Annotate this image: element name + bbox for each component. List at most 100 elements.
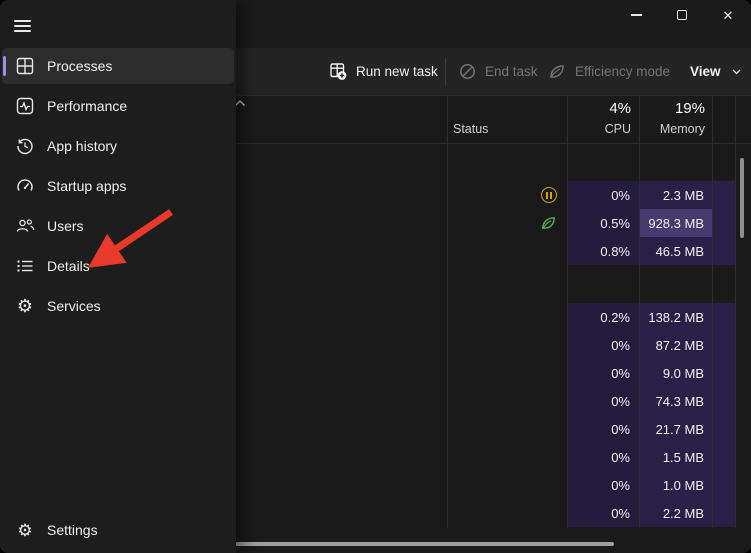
- extra-cell: [712, 499, 735, 527]
- table-row[interactable]: e 0% 74.3 MB: [0, 387, 751, 415]
- navigation-flyout: Processes Performance: [0, 0, 236, 553]
- sidebar-item-label: Startup apps: [47, 178, 127, 194]
- cpu-cell: [567, 265, 639, 303]
- table-row[interactable]: 0% 1.5 MB: [0, 443, 751, 471]
- close-button[interactable]: ✕: [705, 0, 751, 30]
- hamburger-menu-icon[interactable]: [12, 12, 42, 40]
- memory-cell: 1.0 MB: [639, 471, 712, 499]
- sidebar-item-label: Processes: [47, 58, 113, 74]
- table-top-border: [0, 95, 751, 96]
- sidebar-item-app-history[interactable]: App history: [2, 128, 234, 164]
- sidebar-item-startup-apps[interactable]: Startup apps: [2, 168, 234, 204]
- gear-icon: ⚙: [17, 520, 33, 540]
- status-cell: [447, 471, 567, 499]
- run-new-task-button[interactable]: Run new task: [330, 48, 438, 95]
- status-cell: [447, 265, 567, 303]
- memory-column-label: Memory: [659, 122, 705, 136]
- status-cell: [447, 359, 567, 387]
- memory-cell: [639, 265, 712, 303]
- status-cell: [447, 415, 567, 443]
- view-label: View: [690, 64, 721, 79]
- table-row[interactable]: cutable 0.2% 138.2 MB: [0, 303, 751, 331]
- maximize-icon: [677, 10, 687, 20]
- sidebar-item-users[interactable]: Users: [2, 208, 234, 244]
- sidebar-item-label: Services: [47, 298, 101, 314]
- cpu-cell: 0%: [567, 443, 639, 471]
- cpu-cell: 0%: [567, 359, 639, 387]
- cpu-cell: 0%: [567, 331, 639, 359]
- navigation-list: Processes Performance: [0, 44, 236, 328]
- sidebar-item-services[interactable]: ⚙ Services: [2, 288, 234, 324]
- cpu-cell: 0%: [567, 181, 639, 209]
- maximize-button[interactable]: [659, 0, 705, 30]
- services-gear-icon: ⚙: [16, 296, 34, 316]
- end-task-label: End task: [485, 64, 538, 79]
- column-header-memory[interactable]: 19% Memory: [639, 95, 705, 143]
- status-cell: [447, 209, 567, 237]
- efficiency-mode-button[interactable]: Efficiency mode: [548, 48, 670, 95]
- horizontal-scrollbar[interactable]: [234, 542, 614, 546]
- end-task-button[interactable]: End task: [459, 48, 538, 95]
- chevron-down-icon: [732, 67, 741, 76]
- table-row[interactable]: 0.5% 928.3 MB: [0, 209, 751, 237]
- memory-cell: 2.3 MB: [639, 181, 712, 209]
- history-clock-icon: [15, 136, 35, 156]
- efficiency-mode-label: Efficiency mode: [575, 64, 671, 79]
- table-row[interactable]: 0% 2.3 MB: [0, 181, 751, 209]
- cpu-cell: [567, 143, 639, 181]
- sidebar-item-label: App history: [47, 138, 118, 154]
- minimize-button[interactable]: [613, 0, 659, 30]
- performance-pulse-icon: [15, 96, 35, 116]
- cpu-cell: 0%: [567, 387, 639, 415]
- extra-cell: [712, 303, 735, 331]
- sidebar-item-label: Performance: [47, 98, 128, 114]
- status-cell: [447, 143, 567, 181]
- status-cell: [447, 303, 567, 331]
- run-new-task-label: Run new task: [356, 64, 438, 79]
- extra-cell: [712, 265, 735, 303]
- column-separator: [735, 95, 736, 528]
- status-cell: [447, 331, 567, 359]
- cpu-cell: 0.8%: [567, 237, 639, 265]
- memory-cell: 1.5 MB: [639, 443, 712, 471]
- memory-cell: [639, 143, 712, 181]
- column-header-status[interactable]: Status: [453, 122, 489, 136]
- view-dropdown[interactable]: View: [690, 48, 741, 95]
- end-task-icon: [459, 63, 476, 80]
- column-separator: [567, 95, 568, 528]
- cpu-cell: 0.2%: [567, 303, 639, 331]
- efficiency-mode-leaf-icon: [548, 63, 566, 80]
- sidebar-item-settings[interactable]: ⚙ Settings: [2, 512, 234, 548]
- extra-cell: [712, 471, 735, 499]
- status-cell: [447, 237, 567, 265]
- column-header-cpu[interactable]: 4% CPU: [567, 95, 631, 143]
- column-separator: [639, 95, 640, 528]
- cpu-total-percent: 4%: [609, 100, 631, 117]
- cpu-cell: 0%: [567, 499, 639, 527]
- table-row[interactable]: up Task 0% 1.0 MB: [0, 471, 751, 499]
- column-separator: [712, 95, 713, 528]
- sidebar-item-details[interactable]: Details: [2, 248, 234, 284]
- table-row[interactable]: 0% 2.2 MB: [0, 499, 751, 527]
- selection-accent-bar: [3, 56, 6, 76]
- sort-ascending-icon: [234, 99, 246, 107]
- sidebar-item-processes[interactable]: Processes: [2, 48, 234, 84]
- cpu-cell: 0.5%: [567, 209, 639, 237]
- cpu-column-label: CPU: [604, 122, 631, 136]
- table-row[interactable]: 0% 9.0 MB: [0, 359, 751, 387]
- header-divider: [0, 143, 751, 144]
- minimize-icon: [630, 14, 642, 16]
- details-list-icon: [15, 256, 35, 276]
- table-row[interactable]: 0.8% 46.5 MB: [0, 237, 751, 265]
- table-header-row: Status 4% CPU 19% Memory: [0, 95, 751, 143]
- close-icon: ✕: [722, 7, 734, 23]
- extra-cell: [712, 181, 735, 209]
- status-cell: [447, 443, 567, 471]
- memory-cell: 21.7 MB: [639, 415, 712, 443]
- memory-cell: 138.2 MB: [639, 303, 712, 331]
- cpu-cell: 0%: [567, 471, 639, 499]
- window-controls: ✕: [613, 0, 751, 30]
- vertical-scrollbar[interactable]: [740, 158, 744, 238]
- status-cell: [447, 499, 567, 527]
- sidebar-item-performance[interactable]: Performance: [2, 88, 234, 124]
